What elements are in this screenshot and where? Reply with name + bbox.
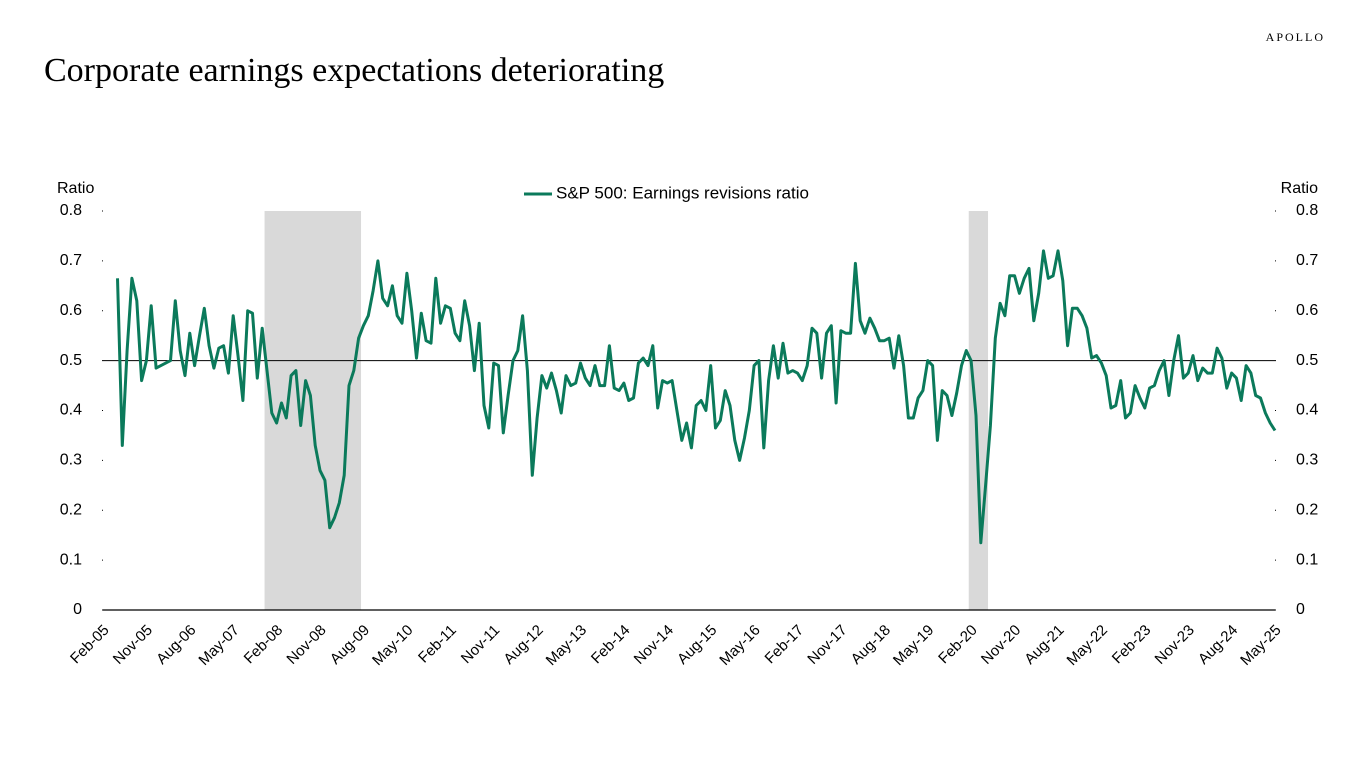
x-tick-label: Nov-14 [631, 622, 677, 668]
x-tick-label: Feb-23 [1109, 622, 1155, 668]
shaded-period [968, 211, 989, 610]
x-tick-label: Nov-20 [978, 622, 1024, 668]
x-tick-label: Nov-23 [1152, 622, 1198, 668]
x-tick-label: May-13 [543, 622, 590, 669]
y-tick-label: 0.3 [60, 452, 82, 469]
x-tick-label: Feb-11 [415, 622, 460, 667]
y2-tick-label: 0.3 [1296, 452, 1318, 469]
x-tick-label: May-19 [890, 622, 937, 669]
y-tick-label: 0.5 [60, 352, 82, 369]
x-tick-label: Aug-24 [1195, 622, 1241, 668]
x-tick-label: Aug-18 [848, 622, 894, 668]
x-tick-label: Feb-20 [935, 622, 981, 668]
y2-tick-label: 0.2 [1296, 501, 1318, 518]
x-tick-label: Nov-11 [458, 622, 503, 667]
x-tick-label: Aug-12 [500, 622, 546, 668]
y-tick-label: 0.1 [60, 551, 82, 568]
shades [264, 211, 989, 610]
y2-tick-label: 0.8 [1296, 202, 1318, 219]
x-tick-label: May-22 [1064, 622, 1111, 669]
y-tick-label: 0 [73, 601, 82, 618]
chart-title: Corporate earnings expectations deterior… [44, 52, 664, 89]
y-tick-label: 0.4 [60, 402, 82, 419]
x-tick-label: Feb-05 [67, 622, 113, 668]
x-tick-label: Nov-08 [283, 622, 329, 668]
brand: APOLLO [1266, 30, 1325, 44]
x-tick-label: Aug-21 [1021, 622, 1067, 668]
series-line [116, 249, 1277, 545]
x-tick-label: Aug-15 [674, 622, 720, 668]
x-tick-label: Feb-14 [588, 622, 634, 668]
y2-tick-label: 0.5 [1296, 352, 1318, 369]
y2-tick-label: 0.1 [1296, 551, 1318, 568]
x-tick-label: Nov-17 [804, 622, 850, 668]
x-tick-label: Feb-17 [762, 622, 808, 668]
y-tick-label: 0.6 [60, 302, 82, 319]
x-tick-label: Aug-06 [153, 622, 199, 668]
y-tick-label: 0.8 [60, 202, 82, 219]
x-tick-label: Nov-05 [110, 622, 156, 668]
x-tick-label: May-25 [1237, 622, 1284, 669]
x-tick-label: Aug-09 [327, 622, 373, 668]
x-tick-label: May-16 [716, 622, 763, 669]
y2-tick-label: 0.6 [1296, 302, 1318, 319]
legend-label: S&P 500: Earnings revisions ratio [556, 183, 809, 202]
y2-axis-label: Ratio [1281, 180, 1318, 197]
y2-tick-label: 0.7 [1296, 252, 1318, 269]
y-tick-label: 0.2 [60, 501, 82, 518]
y2-tick-label: 0.4 [1296, 402, 1318, 419]
x-tick-label: May-07 [195, 622, 242, 669]
y-axis-label: Ratio [57, 180, 94, 197]
y-tick-label: 0.7 [60, 252, 82, 269]
x-tick-label: May-10 [369, 622, 416, 669]
x-tick-label: Feb-08 [241, 622, 287, 668]
y2-tick-label: 0 [1296, 601, 1305, 618]
